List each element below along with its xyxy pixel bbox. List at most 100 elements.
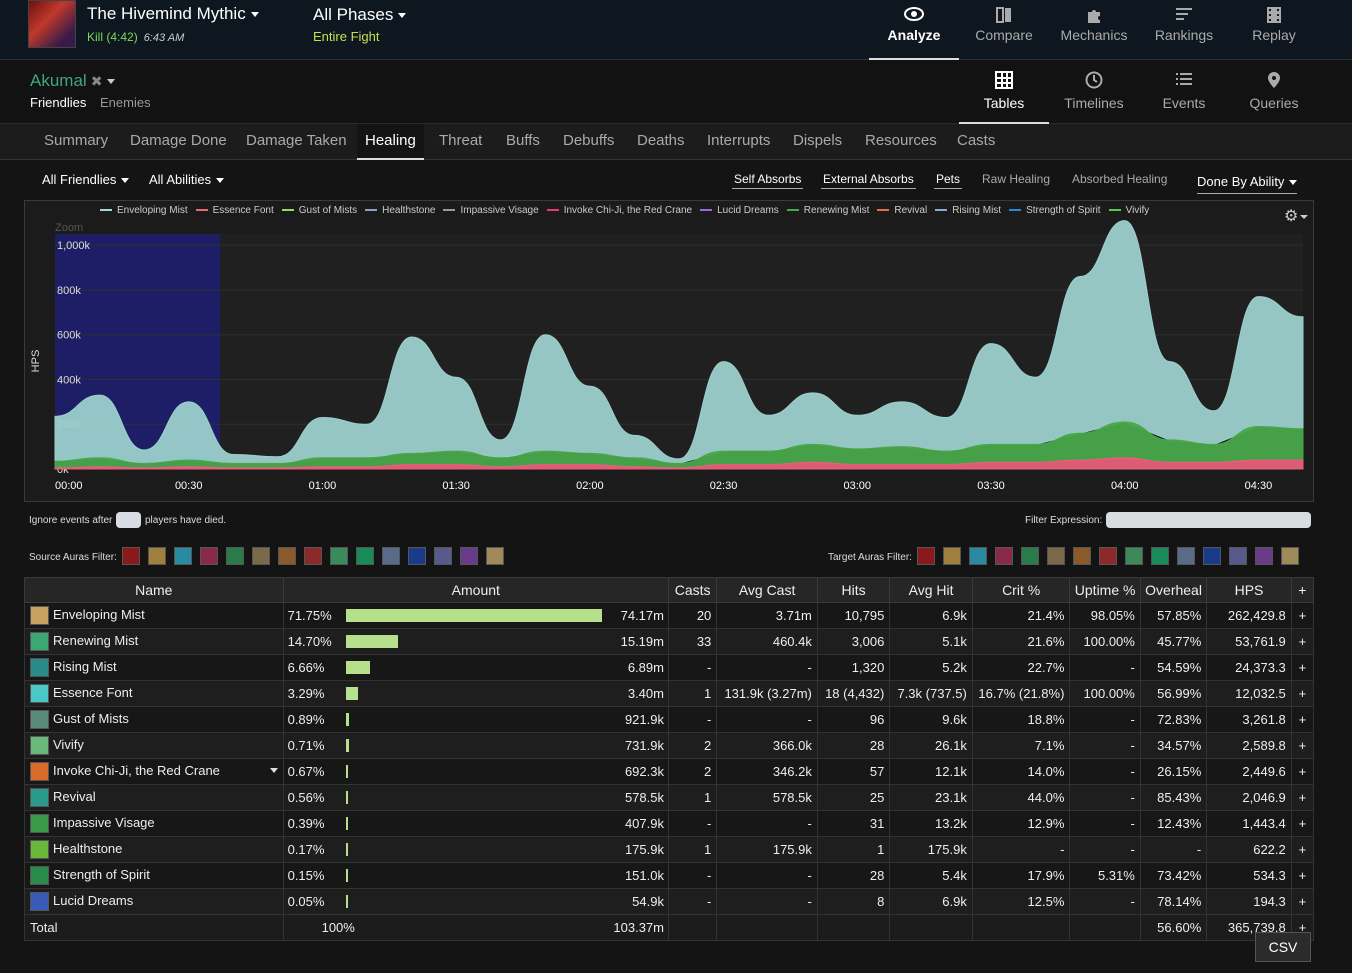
nav-rankings[interactable]: Rankings: [1139, 0, 1229, 60]
tab-buffs[interactable]: Buffs: [506, 132, 540, 149]
friendlies-filter[interactable]: All Friendlies: [42, 172, 130, 192]
legend-item[interactable]: Revival: [877, 205, 927, 216]
toggle-external-absorbs[interactable]: External Absorbs: [821, 172, 916, 189]
expand-button[interactable]: +: [1290, 628, 1315, 655]
col-overheal[interactable]: Overheal: [1139, 577, 1208, 603]
aura-filter-icon[interactable]: [1281, 547, 1299, 565]
expand-button[interactable]: +: [1290, 732, 1315, 759]
ability-name-cell[interactable]: Strength of Spirit: [24, 862, 284, 889]
aura-filter-icon[interactable]: [1151, 547, 1169, 565]
done-by-selector[interactable]: Done By Ability: [1197, 174, 1298, 194]
col-hps[interactable]: HPS: [1206, 577, 1292, 603]
table-row[interactable]: Impassive Visage 0.39% 407.9k - -31 13.2k 12.9…: [24, 810, 1315, 837]
legend-item[interactable]: Lucid Dreams: [700, 205, 779, 216]
table-row[interactable]: Revival 0.56% 578.5k 1 578.5k 25 23.1k 44.0% -85…: [24, 784, 1315, 811]
aura-filter-icon[interactable]: [330, 547, 348, 565]
aura-filter-icon[interactable]: [1177, 547, 1195, 565]
view-timelines[interactable]: Timelines: [1049, 60, 1139, 124]
ability-name-cell[interactable]: Healthstone: [24, 836, 284, 863]
ability-name-cell[interactable]: Essence Font: [24, 680, 284, 707]
expand-button[interactable]: +: [1290, 758, 1315, 785]
expand-button[interactable]: +: [1290, 784, 1315, 811]
table-row[interactable]: Lucid Dreams 0.05% 54.9k - -8 6.9k 12.5% -78.14…: [24, 888, 1315, 915]
col-hits[interactable]: Hits: [816, 577, 891, 603]
tab-dispels[interactable]: Dispels: [793, 132, 843, 149]
aura-filter-icon[interactable]: [148, 547, 166, 565]
expand-button[interactable]: +: [1290, 810, 1315, 837]
toggle-raw-healing[interactable]: Raw Healing: [982, 172, 1051, 186]
legend-item[interactable]: Vivify: [1108, 205, 1149, 216]
toggle-absorbed-healing[interactable]: Absorbed Healing: [1072, 172, 1168, 186]
col-crit[interactable]: Crit %: [971, 577, 1071, 603]
aura-filter-icon[interactable]: [917, 547, 935, 565]
ability-name-cell[interactable]: Rising Mist: [24, 654, 284, 681]
col-add[interactable]: +: [1290, 577, 1315, 603]
aura-filter-icon[interactable]: [1203, 547, 1221, 565]
table-row[interactable]: Strength of Spirit 0.15% 151.0k - -28 5.4k 17.…: [24, 862, 1315, 889]
table-row[interactable]: Renewing Mist 14.70% 15.19m 33 460.4k 3,006 5.…: [24, 628, 1315, 655]
aura-filter-icon[interactable]: [200, 547, 218, 565]
tab-summary[interactable]: Summary: [44, 132, 109, 149]
tab-deaths[interactable]: Deaths: [637, 132, 685, 149]
col-name[interactable]: Name: [24, 577, 284, 603]
aura-filter-icon[interactable]: [943, 547, 961, 565]
view-queries[interactable]: Queries: [1229, 60, 1319, 124]
expand-button[interactable]: +: [1290, 888, 1315, 915]
tab-damage-taken[interactable]: Damage Taken: [246, 132, 347, 149]
fight-selector[interactable]: The Hivemind Mythic: [87, 4, 259, 24]
aura-filter-icon[interactable]: [969, 547, 987, 565]
ability-name-cell[interactable]: Lucid Dreams: [24, 888, 284, 915]
aura-filter-icon[interactable]: [1099, 547, 1117, 565]
chevron-down-icon[interactable]: [269, 768, 278, 773]
table-row[interactable]: Gust of Mists 0.89% 921.9k - -96 9.6k 18.8% -72…: [24, 706, 1315, 733]
view-events[interactable]: Events: [1139, 60, 1229, 124]
tab-enemies[interactable]: Enemies: [99, 95, 151, 110]
aura-filter-icon[interactable]: [1021, 547, 1039, 565]
aura-filter-icon[interactable]: [1229, 547, 1247, 565]
expand-button[interactable]: +: [1290, 654, 1315, 681]
aura-filter-icon[interactable]: [434, 547, 452, 565]
legend-item[interactable]: Impassive Visage: [443, 205, 539, 216]
aura-filter-icon[interactable]: [408, 547, 426, 565]
table-row[interactable]: Healthstone 0.17% 175.9k 1 175.9k 1 175.9k - - -6…: [24, 836, 1315, 863]
aura-filter-icon[interactable]: [252, 547, 270, 565]
ignore-deaths-input[interactable]: [116, 512, 141, 528]
tab-healing[interactable]: Healing: [357, 124, 424, 160]
table-row[interactable]: Vivify 0.71% 731.9k 2 366.0k 28 26.1k 7.1% -34.5…: [24, 732, 1315, 759]
legend-item[interactable]: Gust of Mists: [281, 205, 357, 216]
aura-filter-icon[interactable]: [460, 547, 478, 565]
aura-filter-icon[interactable]: [356, 547, 374, 565]
aura-filter-icon[interactable]: [174, 547, 192, 565]
legend-item[interactable]: Strength of Spirit: [1009, 205, 1101, 216]
aura-filter-icon[interactable]: [1255, 547, 1273, 565]
aura-filter-icon[interactable]: [1125, 547, 1143, 565]
aura-filter-icon[interactable]: [1073, 547, 1091, 565]
tab-threat[interactable]: Threat: [439, 132, 483, 149]
csv-button[interactable]: CSV: [1255, 932, 1311, 962]
nav-compare[interactable]: Compare: [959, 0, 1049, 60]
tab-damage-done[interactable]: Damage Done: [130, 132, 227, 149]
expand-button[interactable]: +: [1290, 602, 1315, 629]
nav-replay[interactable]: Replay: [1229, 0, 1319, 60]
aura-filter-icon[interactable]: [486, 547, 504, 565]
expand-button[interactable]: +: [1290, 680, 1315, 707]
toggle-pets[interactable]: Pets: [934, 172, 963, 189]
abilities-filter[interactable]: All Abilities: [149, 172, 225, 192]
col-casts[interactable]: Casts: [667, 577, 718, 603]
ability-name-cell[interactable]: Invoke Chi-Ji, the Red Crane: [24, 758, 284, 785]
expand-button[interactable]: +: [1290, 836, 1315, 863]
legend-item[interactable]: Invoke Chi-Ji, the Red Crane: [546, 205, 692, 216]
gear-icon[interactable]: ⚙: [1284, 206, 1309, 226]
table-row[interactable]: Essence Font 3.29% 3.40m 1 131.9k (3.27m) 18 …: [24, 680, 1315, 707]
aura-filter-icon[interactable]: [122, 547, 140, 565]
ability-name-cell[interactable]: Vivify: [24, 732, 284, 759]
ability-name-cell[interactable]: Impassive Visage: [24, 810, 284, 837]
legend-item[interactable]: Healthstone: [365, 205, 435, 216]
view-tables[interactable]: Tables: [959, 60, 1049, 124]
tab-casts[interactable]: Casts: [957, 132, 996, 149]
col-uptime[interactable]: Uptime %: [1069, 577, 1141, 603]
legend-item[interactable]: Essence Font: [195, 205, 274, 216]
tab-debuffs[interactable]: Debuffs: [563, 132, 615, 149]
expand-button[interactable]: +: [1290, 862, 1315, 889]
legend-item[interactable]: Rising Mist: [935, 205, 1001, 216]
